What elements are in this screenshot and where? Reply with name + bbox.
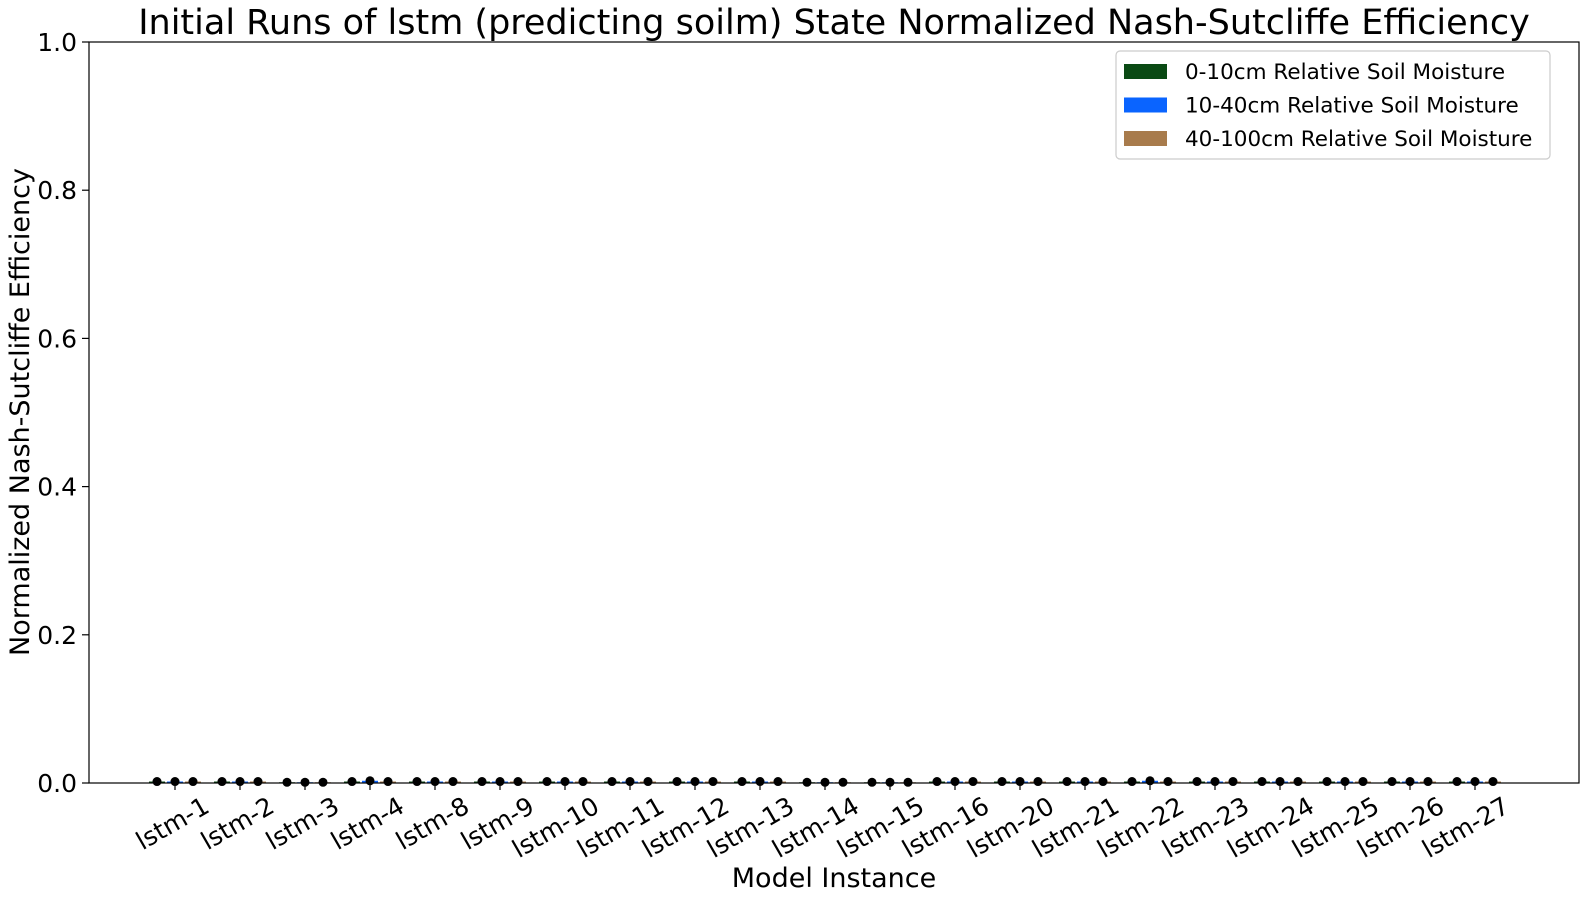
data-point: [932, 777, 942, 787]
data-point: [1228, 777, 1238, 787]
data-point: [838, 777, 848, 787]
data-point: [1387, 777, 1397, 787]
data-point: [903, 777, 913, 787]
data-point: [1257, 777, 1267, 787]
data-point: [950, 777, 960, 787]
legend-swatch: [1124, 131, 1167, 146]
data-point: [802, 777, 812, 787]
x-tick-label: lstm-2: [196, 791, 279, 856]
data-point: [1033, 777, 1043, 787]
data-point: [477, 777, 487, 787]
data-point: [560, 777, 570, 787]
data-point: [318, 777, 328, 787]
plot-frame: [88, 41, 1580, 784]
legend-box: [1115, 50, 1551, 160]
plot-marks: [149, 776, 1501, 787]
data-point: [1062, 777, 1072, 787]
data-point: [430, 777, 440, 787]
data-point: [1488, 777, 1498, 787]
data-point: [968, 777, 978, 787]
data-point: [1080, 777, 1090, 787]
data-point: [672, 777, 682, 787]
data-point: [1358, 777, 1368, 787]
data-point: [1163, 777, 1173, 787]
y-tick-label: 1.0: [37, 28, 77, 57]
data-point: [1340, 777, 1350, 787]
data-point: [152, 777, 162, 787]
y-axis-label: Normalized Nash-Sutcliffe Efficiency: [5, 168, 36, 656]
data-point: [1470, 777, 1480, 787]
data-point: [542, 777, 552, 787]
y-tick-label: 0.8: [37, 176, 77, 205]
data-point: [625, 777, 635, 787]
data-point: [1275, 777, 1285, 787]
x-tick-label: lstm-3: [261, 791, 344, 856]
data-point: [300, 777, 310, 787]
data-point: [412, 777, 422, 787]
data-point: [708, 777, 718, 787]
x-axis: lstm-1lstm-2lstm-3lstm-4lstm-8lstm-9lstm…: [131, 783, 1514, 864]
data-point: [997, 777, 1007, 787]
data-point: [1015, 777, 1025, 787]
data-point: [1452, 777, 1462, 787]
data-point: [217, 777, 227, 787]
data-point: [737, 777, 747, 787]
legend-swatch: [1124, 64, 1167, 79]
y-tick-label: 0.0: [37, 769, 77, 798]
data-point: [188, 777, 198, 787]
data-point: [1322, 777, 1332, 787]
data-point: [820, 777, 830, 787]
data-point: [885, 777, 895, 787]
data-point: [867, 777, 877, 787]
data-point: [578, 777, 588, 787]
data-point: [643, 777, 653, 787]
data-point: [253, 777, 263, 787]
data-point: [235, 777, 245, 787]
y-tick-label: 0.4: [37, 473, 77, 502]
legend-label: 10-40cm Relative Soil Moisture: [1185, 94, 1519, 119]
x-tick-label: lstm-8: [391, 791, 474, 856]
data-point: [1423, 777, 1433, 787]
data-point: [347, 777, 357, 787]
x-tick-label: lstm-1: [131, 791, 214, 856]
data-point: [755, 777, 765, 787]
data-point: [448, 777, 458, 787]
data-point: [1293, 777, 1303, 787]
y-tick-label: 0.2: [37, 621, 77, 650]
x-tick-label: lstm-4: [326, 791, 409, 856]
data-point: [383, 777, 393, 787]
data-point: [495, 777, 505, 787]
data-point: [1210, 777, 1220, 787]
data-point: [773, 777, 783, 787]
y-axis: 0.0 0.2 0.4 0.6 0.8 1.0: [37, 28, 89, 798]
data-point: [1098, 777, 1108, 787]
data-point: [690, 777, 700, 787]
legend-label: 0-10cm Relative Soil Moisture: [1185, 60, 1505, 85]
x-axis-label: Model Instance: [732, 863, 937, 894]
data-point: [1127, 777, 1137, 787]
chart-title: Initial Runs of lstm (predicting soilm) …: [138, 3, 1530, 43]
legend: 0-10cm Relative Soil Moisture 10-40cm Rel…: [1115, 50, 1551, 160]
legend-swatch: [1124, 97, 1167, 113]
data-point: [282, 777, 292, 787]
data-point: [607, 777, 617, 787]
data-point: [170, 777, 180, 787]
legend-label: 40-100cm Relative Soil Moisture: [1185, 127, 1532, 152]
y-tick-label: 0.6: [37, 324, 77, 353]
data-point: [1405, 777, 1415, 787]
data-point: [513, 777, 523, 787]
data-point: [1192, 777, 1202, 787]
